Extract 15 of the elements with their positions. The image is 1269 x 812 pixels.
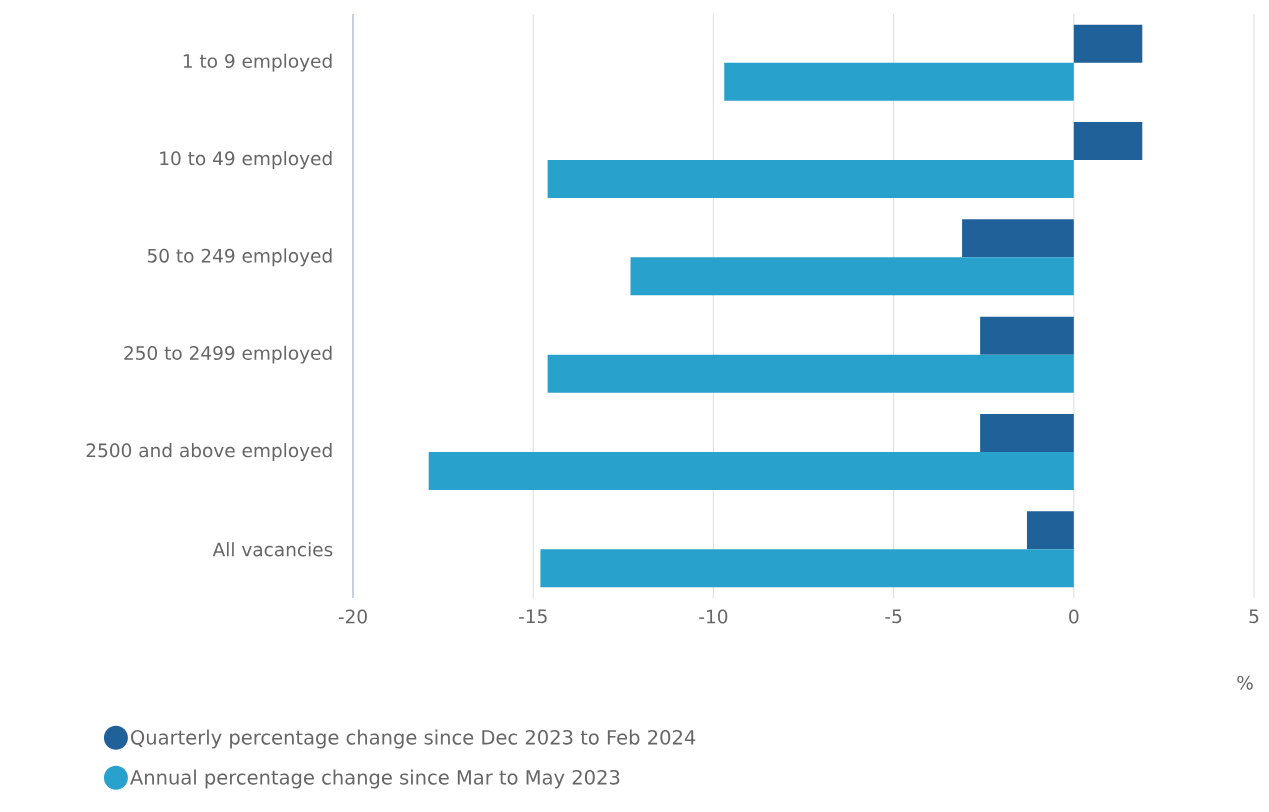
x-tick-label: -15 xyxy=(519,609,547,624)
legend-label: Quarterly percentage change since Dec 2023 to Feb 2024 xyxy=(131,729,696,749)
y-tick-label: 50 to 249 employed xyxy=(147,248,332,267)
x-tick-label: 0 xyxy=(1069,609,1079,624)
x-tick-label: 5 xyxy=(1249,609,1259,624)
y-tick-label: All vacancies xyxy=(212,542,333,557)
legend-label: Annual percentage change since Mar to May 2023 xyxy=(130,769,620,789)
y-tick-label: 250 to 2499 employed xyxy=(124,345,332,364)
x-axis-title: % xyxy=(1237,675,1253,690)
y-tick-label: 2500 and above employed xyxy=(86,443,332,461)
x-tick-label: -10 xyxy=(699,609,728,624)
x-tick-label: -20 xyxy=(338,609,367,624)
y-tick-label: 1 to 9 employed xyxy=(183,53,332,72)
y-tick-label: 10 to 49 employed xyxy=(160,151,332,169)
x-tick-label: -5 xyxy=(885,609,902,624)
